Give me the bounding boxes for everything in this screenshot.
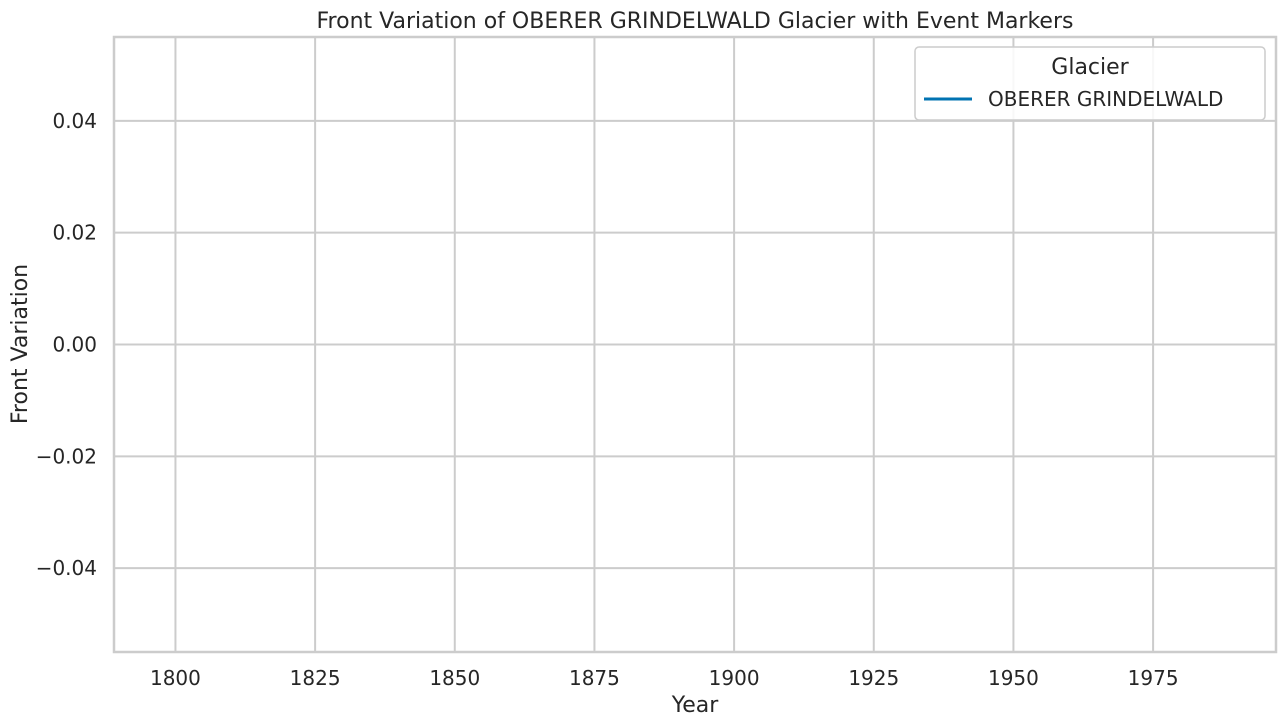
x-axis-label: Year	[671, 693, 720, 718]
legend-title: Glacier	[1051, 55, 1129, 80]
legend-box	[914, 46, 1266, 121]
x-tick-label: 1975	[1128, 666, 1179, 690]
x-tick-label: 1875	[569, 666, 620, 690]
x-tick-label: 1850	[429, 666, 480, 690]
y-tick-label: 0.02	[52, 221, 97, 245]
y-tick-label: −0.04	[36, 556, 97, 580]
plot-frame	[112, 35, 1278, 654]
y-axis-label: Front Variation	[8, 264, 33, 424]
y-tick-label: 0.00	[52, 333, 97, 357]
legend: Glacier OBERER GRINDELWALD	[914, 46, 1266, 121]
x-tick-label: 1800	[150, 666, 201, 690]
y-tick-label: 0.04	[52, 109, 97, 133]
x-tick-label: 1950	[988, 666, 1039, 690]
y-tick-label: −0.02	[36, 444, 97, 468]
x-tick-label: 1900	[709, 666, 760, 690]
x-tick-label: 1825	[290, 666, 341, 690]
y-tick-labels: 0.04 0.02 0.00 −0.02 −0.04	[36, 109, 97, 580]
legend-label: OBERER GRINDELWALD	[988, 87, 1223, 111]
grid	[114, 37, 1276, 652]
x-tick-label: 1925	[848, 666, 899, 690]
x-tick-labels: 1800 1825 1850 1875 1900 1925 1950 1975	[150, 666, 1179, 690]
chart-title: Front Variation of OBERER GRINDELWALD Gl…	[317, 9, 1074, 34]
